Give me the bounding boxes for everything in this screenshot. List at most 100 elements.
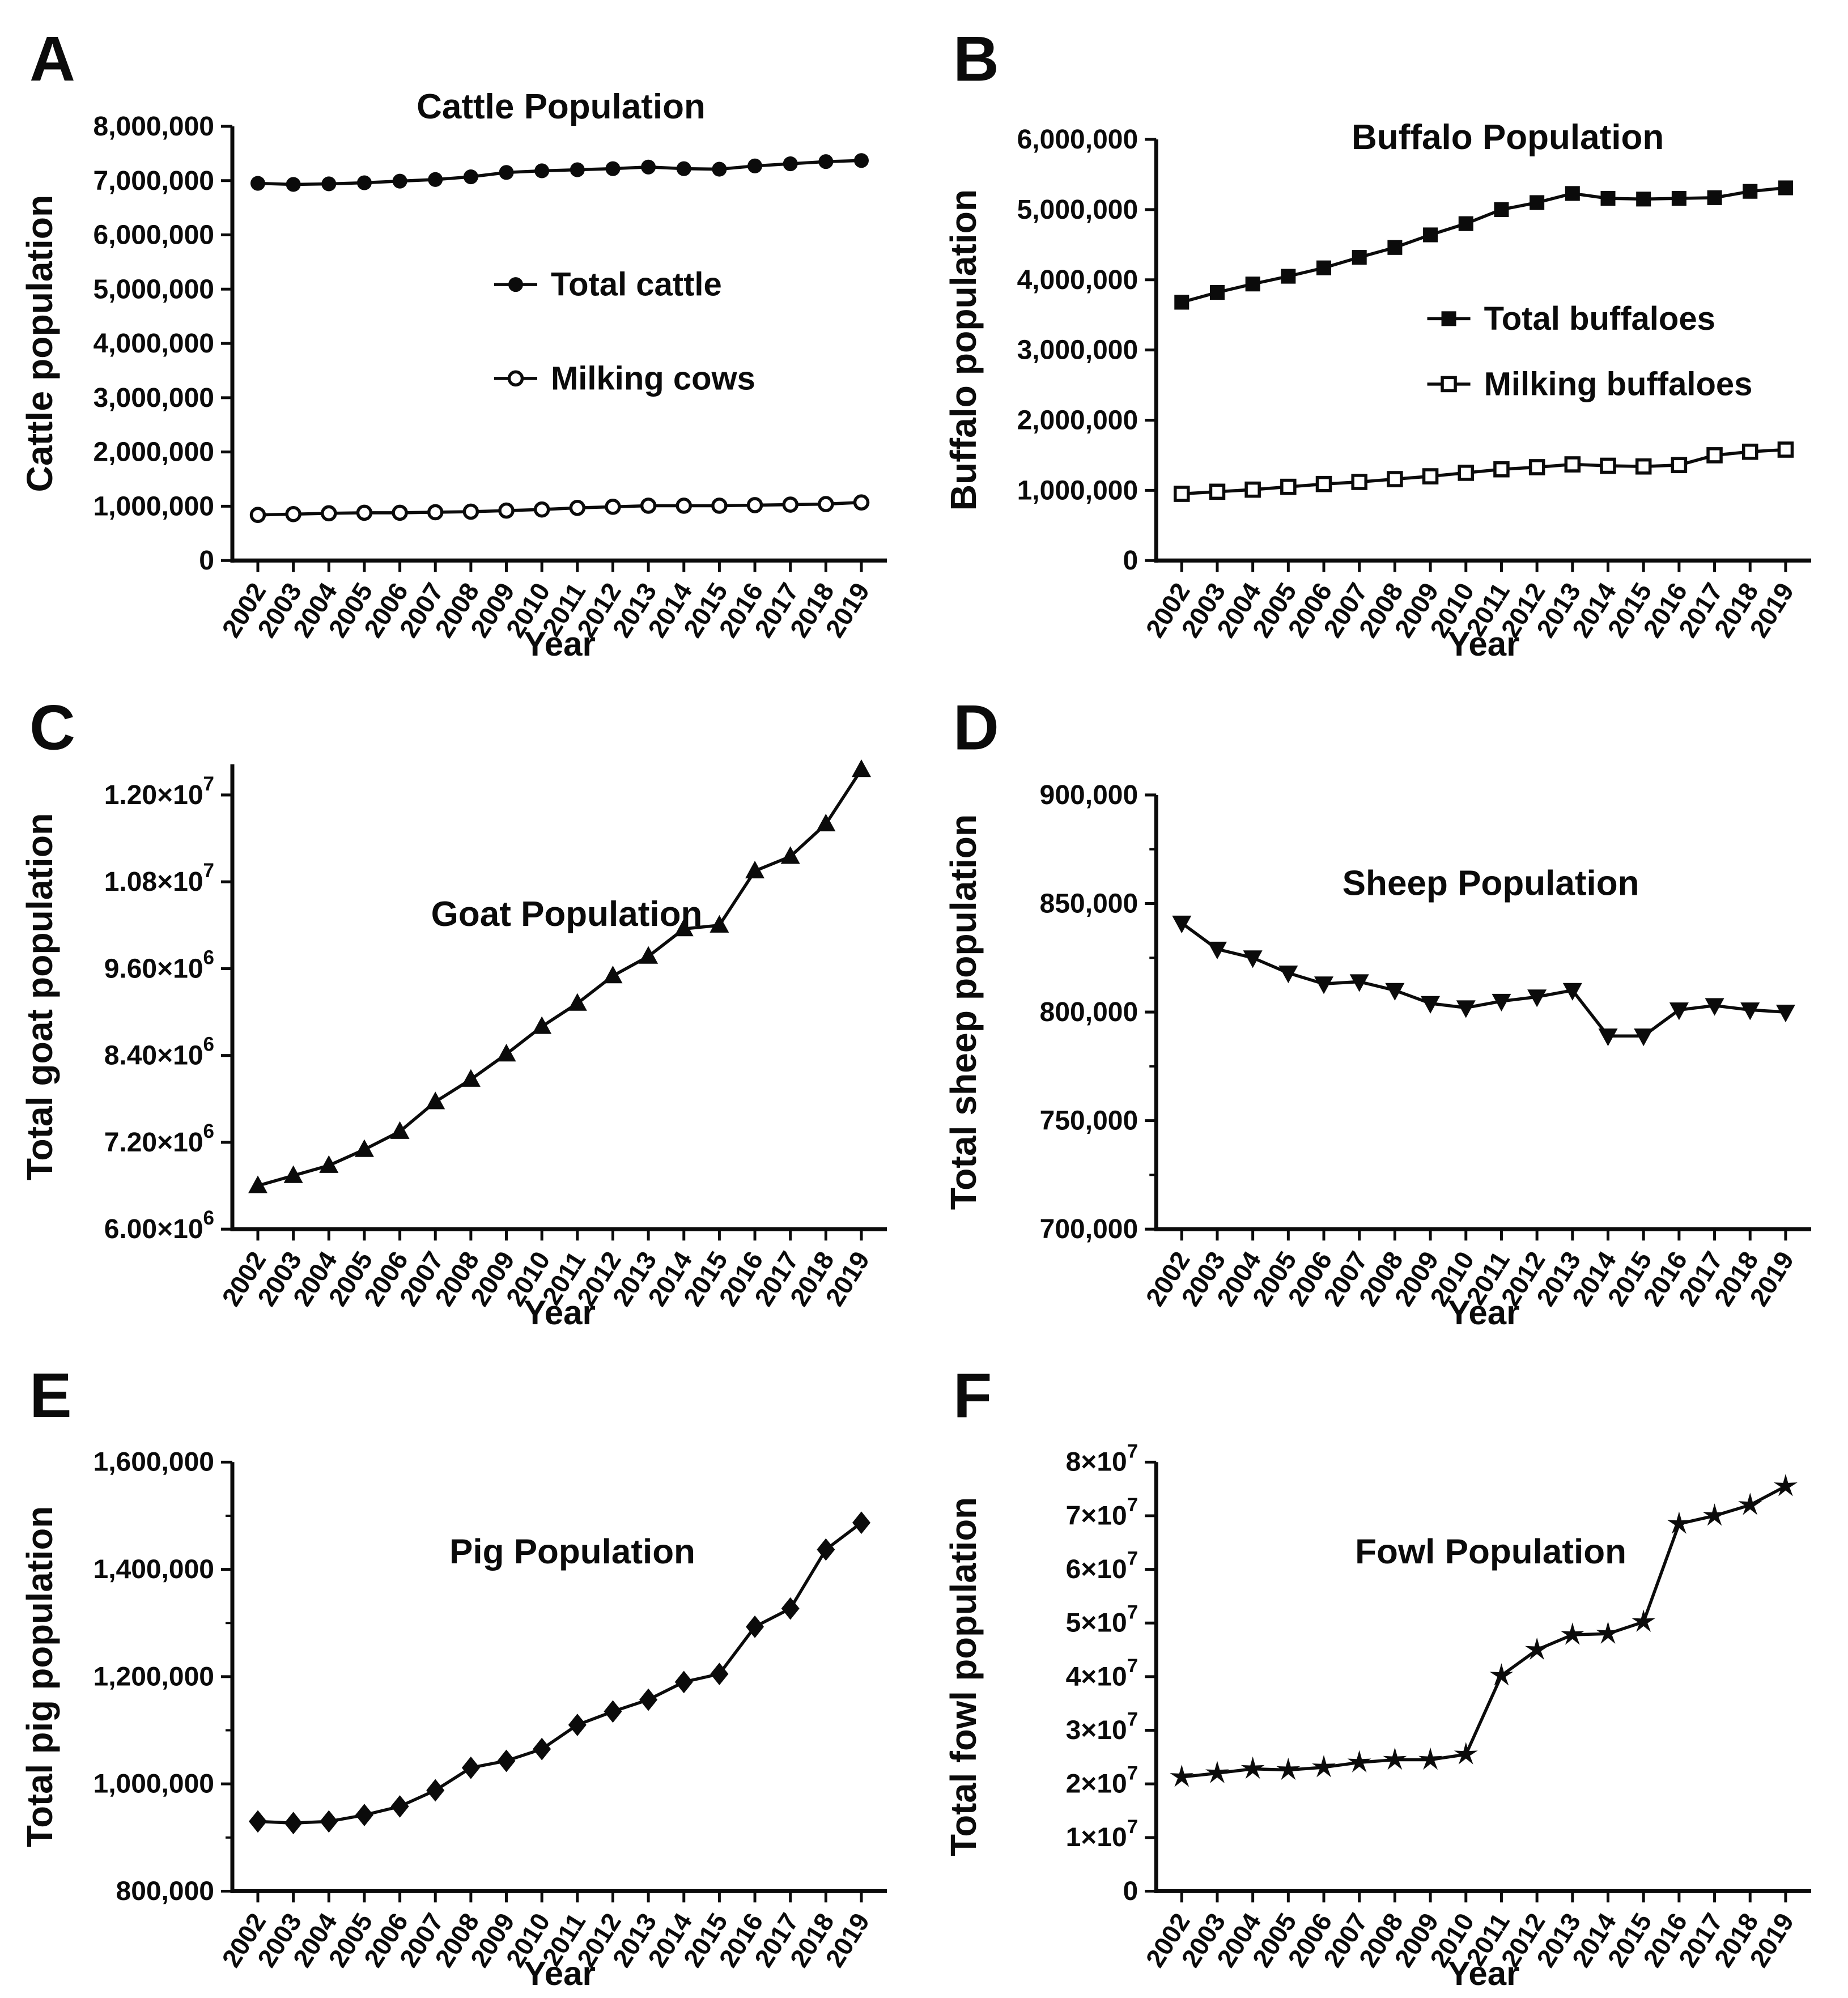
data-point-square-filled xyxy=(1600,191,1616,206)
data-point-star xyxy=(1560,1622,1584,1645)
series-0 xyxy=(1172,915,1795,1047)
data-point-square-filled xyxy=(1636,192,1651,207)
y-tick-label: 1,400,000 xyxy=(94,1554,214,1584)
data-point-star xyxy=(1312,1755,1336,1778)
data-point-diamond xyxy=(568,1714,587,1736)
y-tick-label: 800,000 xyxy=(1040,997,1138,1027)
data-point-triangle-up xyxy=(567,993,587,1011)
data-point-circle-open xyxy=(498,502,515,519)
data-point-square-filled xyxy=(1494,202,1509,217)
data-point-circle-filled xyxy=(747,158,763,173)
y-tick-label: 6,000,000 xyxy=(1017,124,1138,155)
data-point-square-open xyxy=(1528,459,1545,475)
x-axis-title: Year xyxy=(1448,625,1520,663)
y-tick-label: 1,600,000 xyxy=(94,1447,214,1477)
data-point-circle-open xyxy=(285,505,301,522)
chart-title: Sheep Population xyxy=(1343,864,1639,903)
data-point-star xyxy=(1632,1609,1656,1632)
series-0 xyxy=(250,153,869,192)
data-point-triangle-up xyxy=(390,1121,410,1139)
data-point-triangle-down xyxy=(1669,1002,1689,1021)
data-point-diamond xyxy=(817,1538,835,1561)
data-point-circle-open xyxy=(782,496,798,513)
data-point-triangle-down xyxy=(1314,976,1334,994)
y-tick-label: 4,000,000 xyxy=(1017,265,1138,295)
data-point-square-filled xyxy=(1387,240,1403,255)
data-point-square-open xyxy=(1351,474,1367,490)
series-0 xyxy=(1170,1474,1798,1787)
data-point-star xyxy=(1667,1511,1691,1534)
data-point-diamond xyxy=(390,1795,409,1818)
data-point-square-filled xyxy=(1565,186,1580,201)
data-point-star xyxy=(1702,1503,1727,1526)
data-point-circle-filled xyxy=(463,169,478,185)
panel-letter: B xyxy=(953,23,999,94)
data-point-circle-open xyxy=(711,498,728,514)
data-point-square-open xyxy=(1458,465,1475,481)
series-1 xyxy=(249,494,870,524)
panel-fowl-population-chart: Fowl Population F 0 1×107 2×107 3×107 4×107 5×… xyxy=(924,1337,1848,1998)
data-point-diamond xyxy=(674,1670,693,1694)
x-axis-title: Year xyxy=(1448,1954,1520,1992)
data-point-square-open xyxy=(1671,457,1688,474)
chart-canvas-d: D 700,000 750,000 800,000 850,000 900,000 2002… xyxy=(943,691,1811,1332)
data-point-circle-open xyxy=(533,501,550,518)
data-point-circle-open xyxy=(507,370,524,387)
chart-canvas-f: F 0 1×107 2×107 3×107 4×107 5×107 6×107 7×107 8×1… xyxy=(943,1360,1811,1992)
data-point-circle-filled xyxy=(605,161,621,176)
data-point-square-open xyxy=(1441,376,1457,393)
chart-canvas-e: E 800,000 1,000,000 1,200,000 1,400,000 1,600… xyxy=(19,1360,887,1992)
data-point-circle-open xyxy=(321,505,337,522)
y-tick-label: 2,000,000 xyxy=(93,437,214,467)
data-point-triangle-down xyxy=(1278,966,1298,984)
data-point-star xyxy=(1596,1621,1620,1644)
series-line xyxy=(257,768,863,1188)
data-point-triangle-down xyxy=(1527,989,1547,1007)
panel-cattle-population-chart: Cattle Population A 0 1,000,000 2,000,000 3,… xyxy=(0,0,924,669)
y-tick-label: 1×107 xyxy=(1066,1816,1138,1853)
y-tick-label: 7×107 xyxy=(1066,1494,1138,1531)
data-point-star xyxy=(1241,1756,1265,1779)
data-point-triangle-up xyxy=(248,1175,267,1193)
series-0 xyxy=(248,759,871,1193)
series-1 xyxy=(1174,441,1794,502)
data-point-triangle-down xyxy=(1172,915,1192,934)
x-axis-title: Year xyxy=(1448,1294,1520,1332)
data-point-circle-filled xyxy=(250,176,265,191)
chart-title: Fowl Population xyxy=(1355,1532,1626,1571)
data-point-circle-filled xyxy=(508,277,523,292)
data-point-square-open xyxy=(1600,457,1616,474)
y-tick-label: 3×107 xyxy=(1066,1708,1138,1745)
data-point-triangle-down xyxy=(1562,983,1582,1001)
data-point-circle-filled xyxy=(286,177,301,192)
data-point-triangle-up xyxy=(319,1155,339,1173)
data-point-diamond xyxy=(604,1700,622,1723)
y-tick-label: 1.20×107 xyxy=(104,772,214,810)
data-point-circle-filled xyxy=(428,172,443,187)
data-point-star xyxy=(1738,1493,1762,1515)
data-point-diamond xyxy=(355,1804,373,1826)
y-tick-label: 8,000,000 xyxy=(93,111,214,142)
y-tick-label: 8.40×106 xyxy=(104,1033,214,1071)
y-tick-label: 9.60×106 xyxy=(104,946,214,984)
x-axis-title: Year xyxy=(524,625,596,663)
panel-letter: A xyxy=(29,23,75,94)
data-point-circle-open xyxy=(462,503,479,520)
chart-title: Buffalo Population xyxy=(1352,118,1664,157)
data-point-triangle-up xyxy=(639,946,659,964)
y-axis-title: Total pig population xyxy=(19,1506,60,1847)
x-axis-title: Year xyxy=(524,1954,596,1992)
data-point-circle-open xyxy=(746,497,763,513)
data-point-circle-open xyxy=(392,504,408,521)
data-point-triangle-up xyxy=(532,1016,552,1034)
data-point-square-filled xyxy=(1352,250,1367,265)
series-0 xyxy=(1174,180,1793,310)
y-tick-label: 5,000,000 xyxy=(1017,194,1138,225)
data-point-triangle-up xyxy=(426,1091,445,1109)
data-point-star xyxy=(1347,1750,1371,1772)
y-tick-label: 7.20×106 xyxy=(104,1120,214,1158)
data-point-square-filled xyxy=(1281,269,1296,284)
data-point-square-open xyxy=(1635,458,1652,475)
data-point-circle-open xyxy=(356,504,373,521)
y-tick-label: 800,000 xyxy=(116,1876,214,1906)
